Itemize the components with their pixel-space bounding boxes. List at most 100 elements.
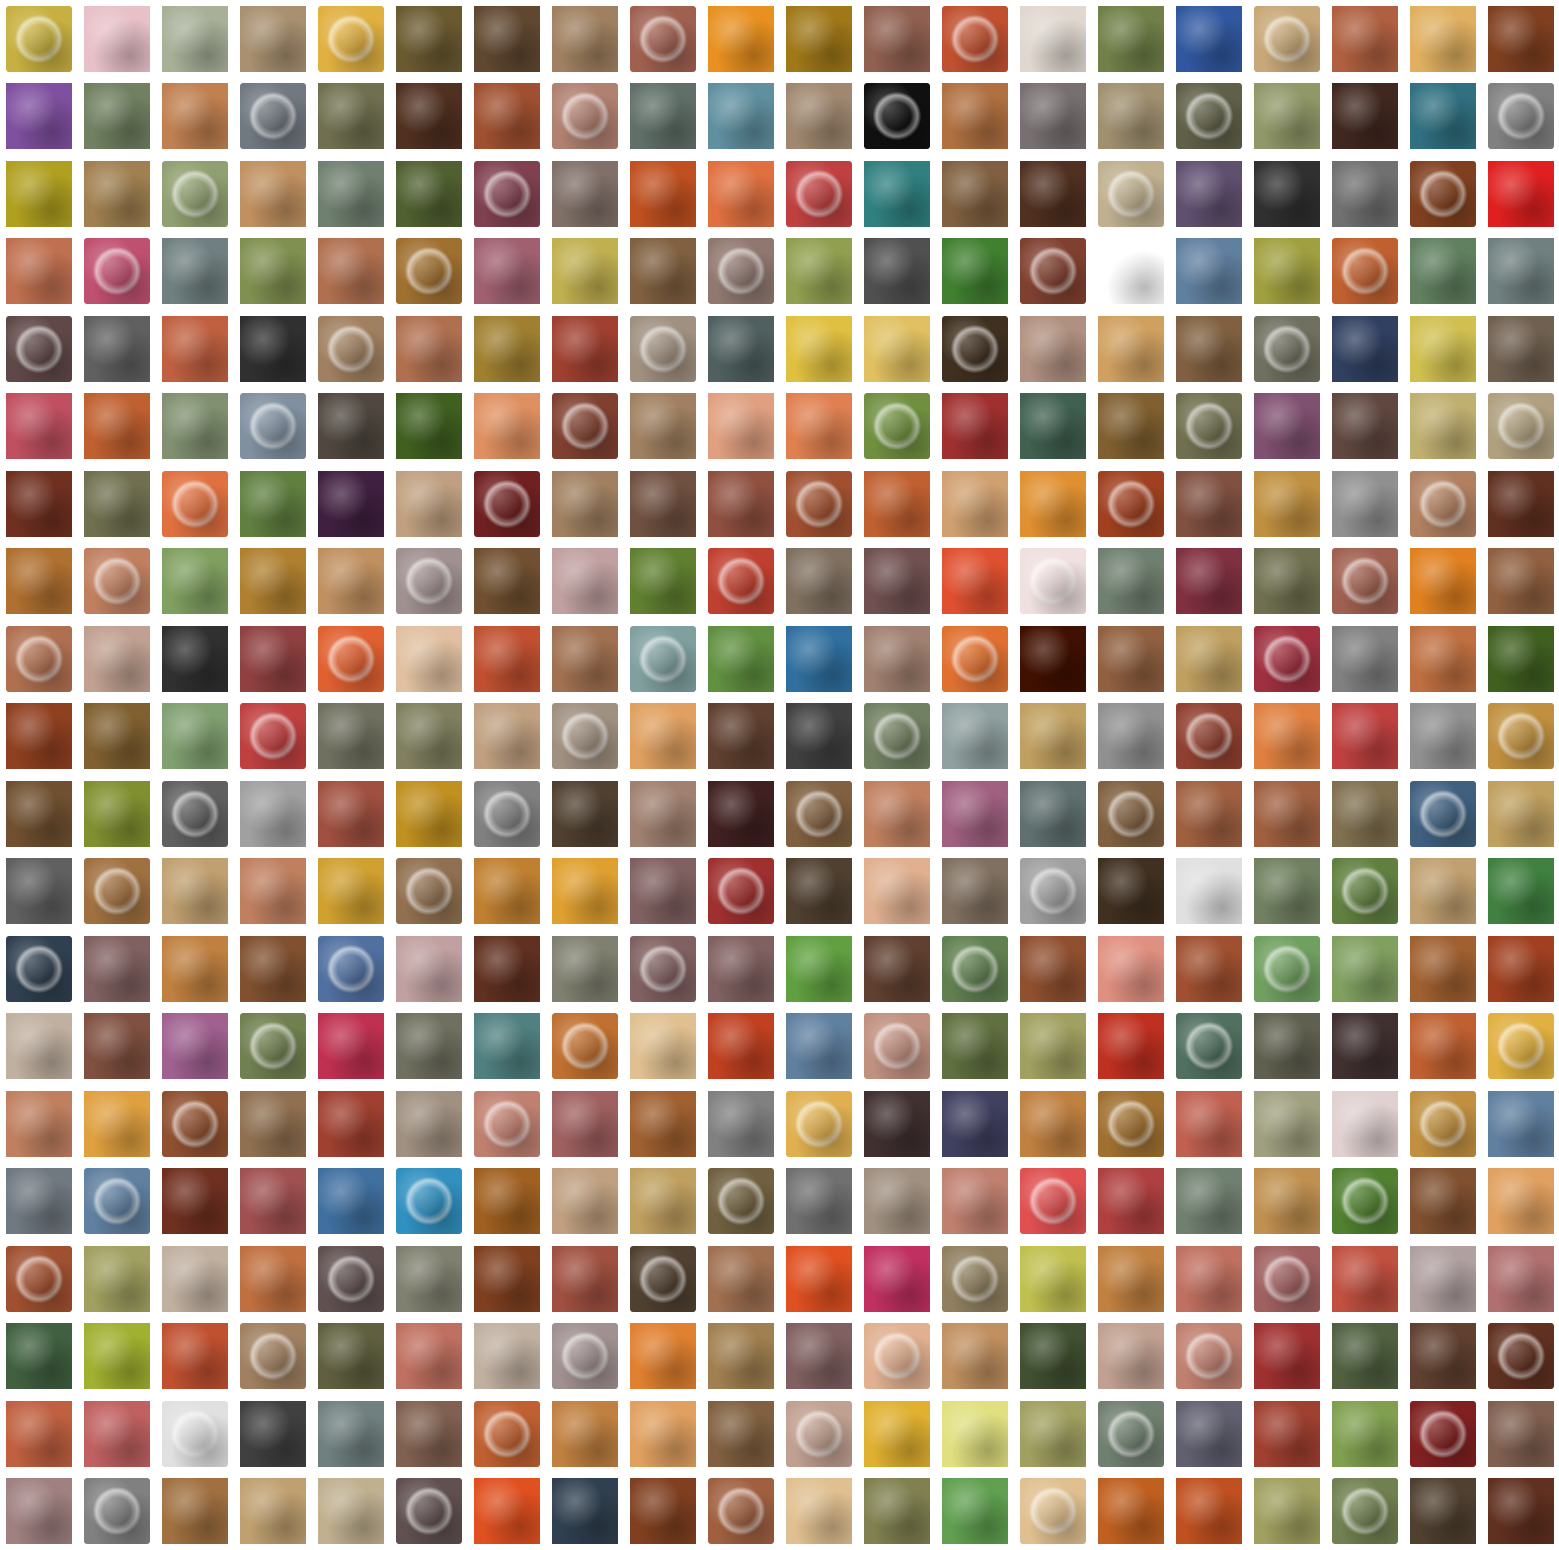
thumbnail-image: [84, 780, 150, 847]
grid-cell: [1170, 1473, 1248, 1550]
grid-cell: [780, 1395, 858, 1473]
grid-cell: [1482, 155, 1559, 233]
grid-cell: [1092, 543, 1170, 621]
grid-cell: [468, 1318, 546, 1396]
grid-cell: [624, 465, 702, 543]
grid-cell: [1170, 1395, 1248, 1473]
grid-cell: [156, 465, 234, 543]
thumbnail-image: [474, 1013, 540, 1080]
grid-cell: [156, 388, 234, 466]
thumbnail-image: [708, 703, 774, 770]
thumbnail-image: [552, 1245, 618, 1312]
grid-cell: [312, 698, 390, 776]
thumbnail-image: [318, 315, 384, 382]
thumbnail-image: [6, 1090, 72, 1157]
grid-cell: [312, 155, 390, 233]
grid-cell: [156, 1163, 234, 1241]
grid-cell: [1326, 0, 1404, 78]
thumbnail-image: [1254, 1168, 1320, 1235]
grid-cell: [78, 1008, 156, 1086]
thumbnail-image: [1332, 160, 1398, 227]
thumbnail-image: [630, 1478, 696, 1545]
thumbnail-image: [318, 625, 384, 692]
thumbnail-image: [1176, 238, 1242, 305]
grid-cell: [0, 1318, 78, 1396]
thumbnail-image: [864, 83, 930, 150]
grid-cell: [78, 543, 156, 621]
grid-cell: [546, 775, 624, 853]
grid-cell: [1014, 1085, 1092, 1163]
thumbnail-image: [396, 5, 462, 72]
grid-cell: [390, 1163, 468, 1241]
thumbnail-image: [864, 548, 930, 615]
thumbnail-image: [1332, 548, 1398, 615]
thumbnail-image: [786, 160, 852, 227]
thumbnail-image: [1410, 858, 1476, 925]
thumbnail-image: [162, 1168, 228, 1235]
grid-cell: [390, 233, 468, 311]
thumbnail-image: [1488, 393, 1554, 460]
grid-cell: [1404, 310, 1482, 388]
thumbnail-image: [84, 548, 150, 615]
thumbnail-image: [708, 1245, 774, 1312]
thumbnail-image: [1254, 703, 1320, 770]
thumbnail-image: [1254, 5, 1320, 72]
grid-cell: [1248, 155, 1326, 233]
grid-cell: [78, 853, 156, 931]
thumbnail-image: [1410, 1090, 1476, 1157]
grid-cell: [156, 853, 234, 931]
thumbnail-image: [474, 1168, 540, 1235]
grid-cell: [858, 698, 936, 776]
thumbnail-image: [1098, 393, 1164, 460]
grid-cell: [468, 930, 546, 1008]
grid-cell: [546, 0, 624, 78]
thumbnail-image: [162, 858, 228, 925]
thumbnail-image: [708, 1323, 774, 1390]
grid-cell: [1092, 0, 1170, 78]
thumbnail-image: [942, 1400, 1008, 1467]
grid-cell: [78, 78, 156, 156]
grid-cell: [1404, 853, 1482, 931]
thumbnail-image: [162, 393, 228, 460]
grid-cell: [1326, 310, 1404, 388]
thumbnail-image: [318, 1245, 384, 1312]
grid-cell: [0, 930, 78, 1008]
grid-cell: [1092, 1395, 1170, 1473]
thumbnail-image: [84, 625, 150, 692]
thumbnail-image: [786, 1323, 852, 1390]
grid-cell: [702, 698, 780, 776]
grid-cell: [702, 1163, 780, 1241]
thumbnail-image: [1176, 858, 1242, 925]
grid-cell: [936, 233, 1014, 311]
thumbnail-image: [708, 160, 774, 227]
grid-cell: [1170, 698, 1248, 776]
thumbnail-image: [552, 393, 618, 460]
thumbnail-image: [1332, 858, 1398, 925]
thumbnail-image: [552, 858, 618, 925]
thumbnail-image: [1254, 83, 1320, 150]
grid-cell: [1092, 1008, 1170, 1086]
grid-cell: [156, 1240, 234, 1318]
grid-cell: [468, 698, 546, 776]
thumbnail-image: [396, 470, 462, 537]
thumbnail-image: [1410, 83, 1476, 150]
grid-cell: [702, 1008, 780, 1086]
thumbnail-image: [552, 780, 618, 847]
thumbnail-image: [474, 393, 540, 460]
grid-cell: [312, 775, 390, 853]
thumbnail-image: [630, 83, 696, 150]
grid-cell: [1404, 543, 1482, 621]
grid-cell: [390, 543, 468, 621]
thumbnail-image: [1488, 1323, 1554, 1390]
thumbnail-image: [162, 935, 228, 1002]
thumbnail-image: [1098, 548, 1164, 615]
thumbnail-image: [318, 1400, 384, 1467]
thumbnail-image: [1020, 238, 1086, 305]
grid-cell: [1248, 233, 1326, 311]
thumbnail-image: [240, 83, 306, 150]
grid-cell: [1404, 698, 1482, 776]
thumbnail-image: [240, 548, 306, 615]
grid-cell: [1482, 78, 1559, 156]
grid-cell: [1014, 930, 1092, 1008]
grid-cell: [1170, 310, 1248, 388]
